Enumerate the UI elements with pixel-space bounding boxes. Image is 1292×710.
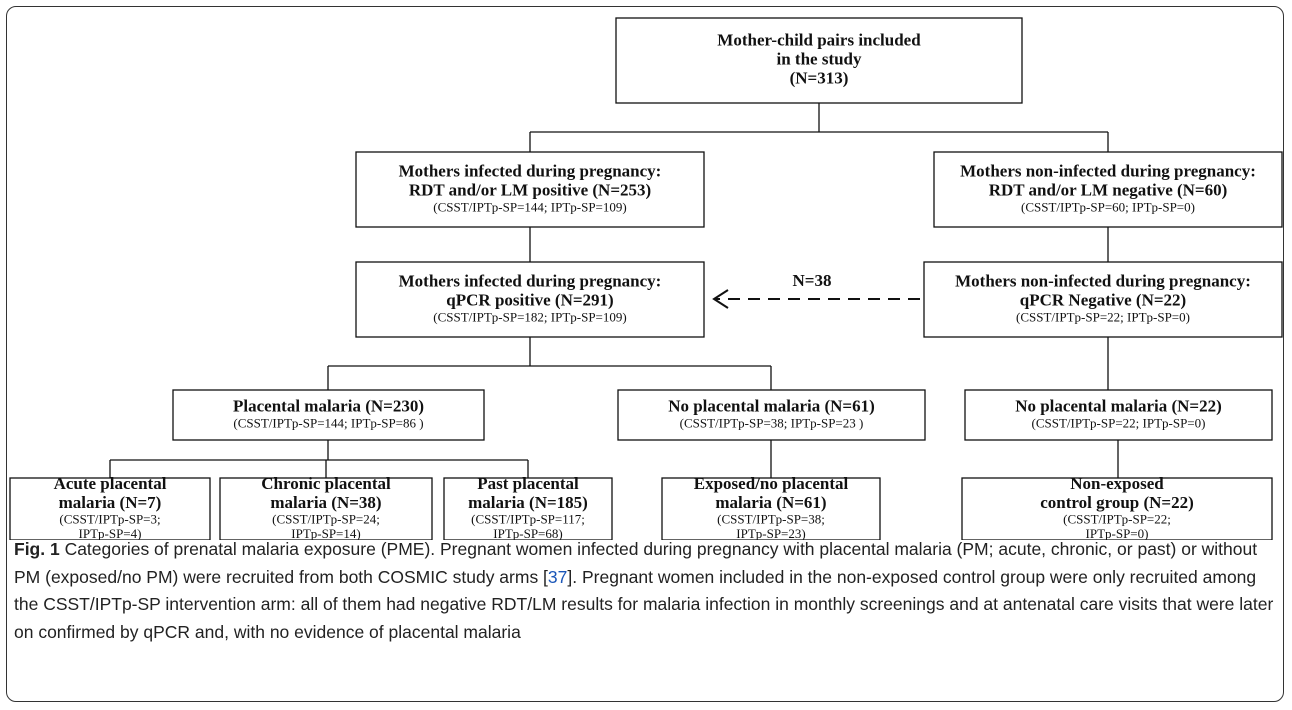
node-detail: IPTp-SP=0) xyxy=(1086,526,1149,540)
figure-frame xyxy=(6,6,1284,702)
node-title: qPCR Negative (N=22) xyxy=(1020,291,1186,310)
node: Mothers infected during pregnancy:qPCR p… xyxy=(355,261,705,338)
caption: Fig. 1 Categories of prenatal malaria ex… xyxy=(14,536,1276,646)
node-title: Placental malaria (N=230) xyxy=(233,397,424,416)
node-title: RDT and/or LM negative (N=60) xyxy=(989,181,1228,200)
node: Mothers infected during pregnancy:RDT an… xyxy=(355,151,705,228)
node: Mothers non-infected during pregnancy:RD… xyxy=(933,151,1283,228)
node-box xyxy=(615,17,1023,104)
node-box xyxy=(443,477,613,540)
node-box xyxy=(617,389,926,441)
node-detail: (CSST/IPTp-SP=144; IPTp-SP=109) xyxy=(433,199,626,214)
node-detail: (CSST/IPTp-SP=182; IPTp-SP=109) xyxy=(433,309,626,324)
node-detail: (CSST/IPTp-SP=3; xyxy=(59,512,160,527)
caption-label: Fig. 1 xyxy=(14,539,60,559)
node-title: (N=313) xyxy=(790,68,849,87)
node-detail: (CSST/IPTp-SP=22; IPTp-SP=0) xyxy=(1016,309,1190,324)
node-title: malaria (N=185) xyxy=(468,493,588,512)
node-title: Mothers infected during pregnancy: xyxy=(399,272,662,291)
connectors xyxy=(109,103,1119,478)
node-box xyxy=(355,261,705,338)
edge-label: N=38 xyxy=(793,271,832,290)
node-title: qPCR positive (N=291) xyxy=(446,291,613,310)
node: No placental malaria (N=22)(CSST/IPTp-SP… xyxy=(964,389,1273,441)
node-detail: (CSST/IPTp-SP=22; xyxy=(1063,512,1171,527)
node-detail: IPTp-SP=14) xyxy=(291,526,360,540)
node-title: Mothers non-infected during pregnancy: xyxy=(955,272,1251,291)
node-box xyxy=(172,389,485,441)
node-title: Mother-child pairs included xyxy=(717,30,921,49)
node-detail: (CSST/IPTp-SP=22; IPTp-SP=0) xyxy=(1032,415,1206,430)
node-box xyxy=(961,477,1273,540)
node-title: control group (N=22) xyxy=(1040,493,1194,512)
node-box xyxy=(933,151,1283,228)
node-box xyxy=(219,477,433,540)
node-box xyxy=(9,477,211,540)
node-detail: (CSST/IPTp-SP=38; xyxy=(717,512,825,527)
node-title: malaria (N=61) xyxy=(715,493,826,512)
node-title: malaria (N=7) xyxy=(59,493,162,512)
node-detail: IPTp-SP=68) xyxy=(493,526,562,540)
node-detail: (CSST/IPTp-SP=24; xyxy=(272,512,380,527)
node-title: No placental malaria (N=61) xyxy=(668,397,875,416)
node-box xyxy=(661,477,881,540)
node-box xyxy=(923,261,1283,338)
node-title: Chronic placental xyxy=(261,474,391,493)
node-title: Past placental xyxy=(477,474,579,493)
node-title: Exposed/no placental xyxy=(694,474,849,493)
node-box xyxy=(964,389,1273,441)
node-box xyxy=(355,151,705,228)
node-title: No placental malaria (N=22) xyxy=(1015,397,1222,416)
node: Mothers non-infected during pregnancy:qP… xyxy=(923,261,1283,338)
node-title: Mothers non-infected during pregnancy: xyxy=(960,162,1256,181)
node-detail: IPTp-SP=4) xyxy=(79,526,142,540)
node-title: RDT and/or LM positive (N=253) xyxy=(409,181,651,200)
node-detail: IPTp-SP=23) xyxy=(736,526,805,540)
node-title: in the study xyxy=(776,49,862,68)
node-title: Acute placental xyxy=(54,474,167,493)
reference-link[interactable]: 37 xyxy=(547,566,568,587)
node-title: Mothers infected during pregnancy: xyxy=(399,162,662,181)
node-title: malaria (N=38) xyxy=(270,493,381,512)
node-title: Non-exposed xyxy=(1070,474,1164,493)
node: No placental malaria (N=61)(CSST/IPTp-SP… xyxy=(617,389,926,441)
node-detail: (CSST/IPTp-SP=38; IPTp-SP=23 ) xyxy=(680,415,864,430)
node-detail: (CSST/IPTp-SP=144; IPTp-SP=86 ) xyxy=(233,415,423,430)
node-detail: (CSST/IPTp-SP=117; xyxy=(471,512,585,527)
caption-text: Categories of prenatal malaria exposure … xyxy=(14,539,1258,587)
node: Placental malaria (N=230)(CSST/IPTp-SP=1… xyxy=(172,389,485,441)
node-detail: (CSST/IPTp-SP=60; IPTp-SP=0) xyxy=(1021,199,1195,214)
caption-text: ]. Pregnant women included in the non-ex… xyxy=(14,566,1274,642)
